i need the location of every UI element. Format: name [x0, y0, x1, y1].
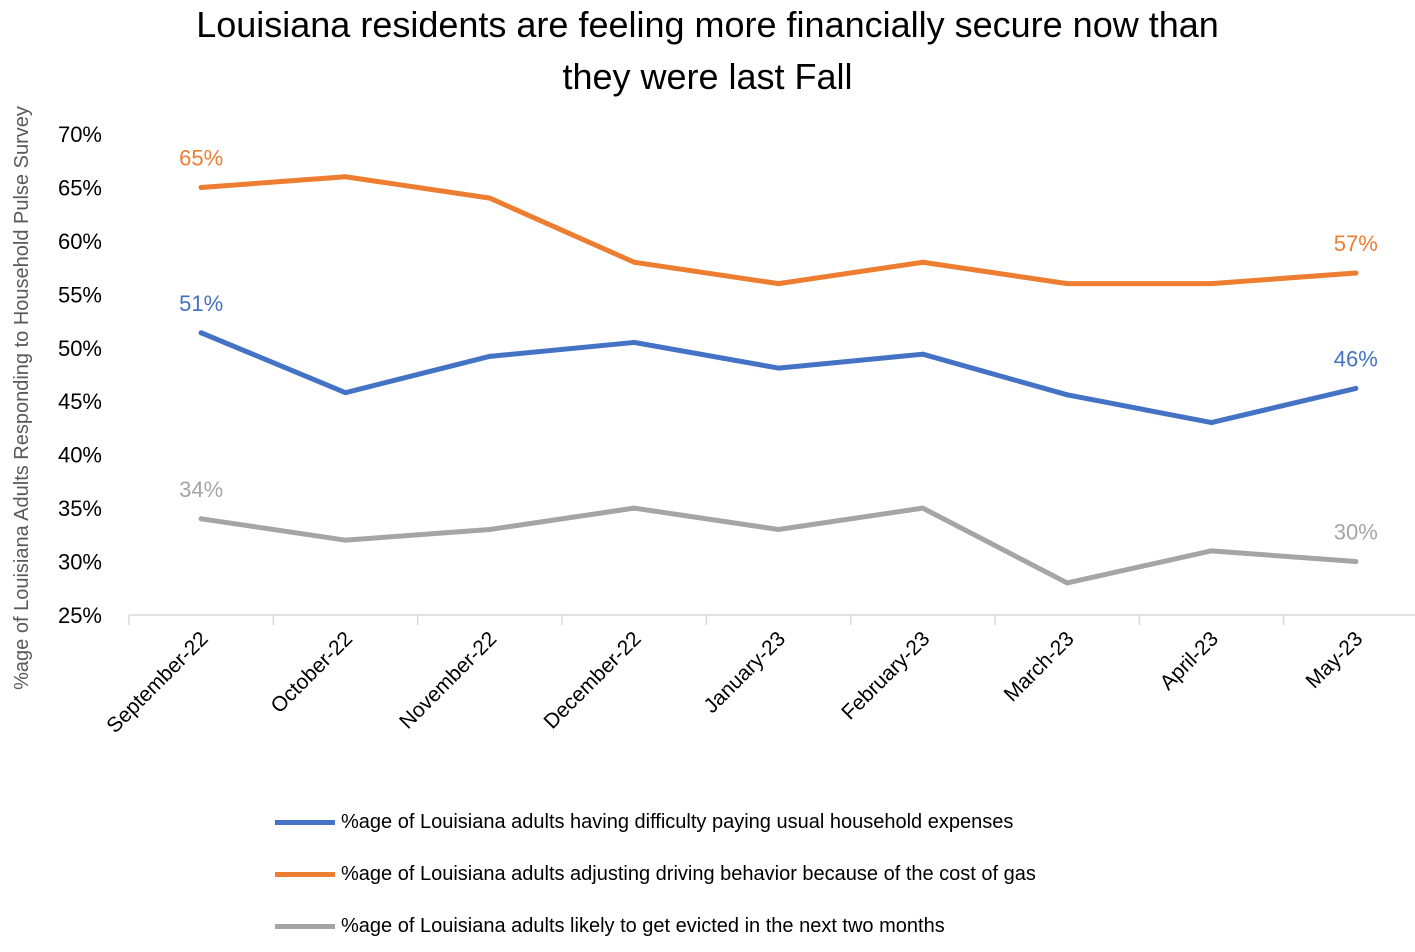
data-point: [1209, 281, 1214, 287]
y-tick-label: 55%: [58, 282, 102, 307]
legend-label: %age of Louisiana adults likely to get e…: [341, 914, 945, 937]
y-tick-label: 25%: [58, 603, 102, 628]
data-point: [343, 390, 348, 396]
data-point: [776, 526, 781, 532]
data-point: [776, 365, 781, 371]
x-tick-label: March-23: [1000, 627, 1079, 706]
data-point: [631, 259, 637, 265]
chart-title-line-1: Louisiana residents are feeling more fin…: [196, 4, 1219, 45]
x-tick-label: September-22: [102, 627, 212, 737]
data-point: [776, 281, 781, 287]
data-point: [920, 259, 926, 265]
y-axis-label: %age of Louisiana Adults Responding to H…: [11, 106, 33, 690]
line-chart: %age of Louisiana Adults Responding to H…: [11, 106, 1415, 738]
y-tick-label: 40%: [58, 443, 102, 468]
data-point: [198, 330, 204, 336]
x-tick-label: January-23: [699, 627, 790, 718]
data-point: [198, 516, 204, 522]
data-label: 46%: [1334, 346, 1378, 371]
y-tick-label: 30%: [58, 550, 102, 575]
x-tick-label: April-23: [1156, 627, 1223, 694]
y-tick-label: 60%: [58, 229, 102, 254]
series-line: [198, 330, 1359, 426]
legend-item: %age of Louisiana adults adjusting drivi…: [275, 848, 1036, 900]
data-point: [343, 174, 348, 180]
data-point: [1353, 270, 1359, 276]
x-tick-label: May-23: [1302, 627, 1368, 693]
legend-label: %age of Louisiana adults adjusting drivi…: [341, 862, 1036, 885]
series-line: [198, 174, 1359, 287]
data-point: [343, 537, 348, 543]
data-point: [631, 505, 637, 511]
data-point: [1209, 420, 1214, 426]
y-tick-label: 35%: [58, 496, 102, 521]
x-tick-label: February-23: [837, 627, 934, 724]
x-tick-label: December-22: [539, 627, 645, 733]
y-tick-label: 50%: [58, 336, 102, 361]
legend-item: %age of Louisiana adults likely to get e…: [275, 900, 1036, 952]
legend-swatch: [275, 923, 335, 929]
data-point: [631, 339, 637, 345]
x-tick-label: November-22: [395, 627, 501, 733]
data-label: 51%: [179, 291, 223, 316]
data-point: [1064, 392, 1070, 398]
data-point: [1064, 580, 1070, 586]
data-label: 57%: [1334, 231, 1378, 256]
y-tick-label: 65%: [58, 175, 102, 200]
data-point: [487, 526, 493, 532]
legend-swatch: [275, 871, 335, 877]
y-tick-label: 45%: [58, 389, 102, 414]
data-label: 65%: [179, 145, 223, 170]
data-point: [1209, 548, 1214, 554]
data-point: [487, 353, 493, 359]
x-tick-label: October-22: [266, 627, 357, 718]
data-label: 30%: [1334, 520, 1378, 545]
data-label: 34%: [179, 477, 223, 502]
data-point: [920, 505, 926, 511]
data-point: [487, 195, 493, 201]
legend-item: %age of Louisiana adults having difficul…: [275, 796, 1036, 848]
chart-title-line-2: they were last Fall: [562, 56, 853, 97]
data-point: [1353, 385, 1359, 391]
y-tick-label: 70%: [58, 122, 102, 147]
chart-container: Louisiana residents are feeling more fin…: [11, 4, 1415, 937]
legend-swatch: [275, 819, 335, 825]
series-line: [198, 505, 1359, 586]
data-point: [1064, 281, 1070, 287]
legend-label: %age of Louisiana adults having difficul…: [341, 810, 1014, 833]
data-point: [1353, 559, 1359, 565]
legend: %age of Louisiana adults having difficul…: [275, 796, 1036, 952]
data-point: [198, 184, 204, 190]
data-point: [920, 351, 926, 357]
